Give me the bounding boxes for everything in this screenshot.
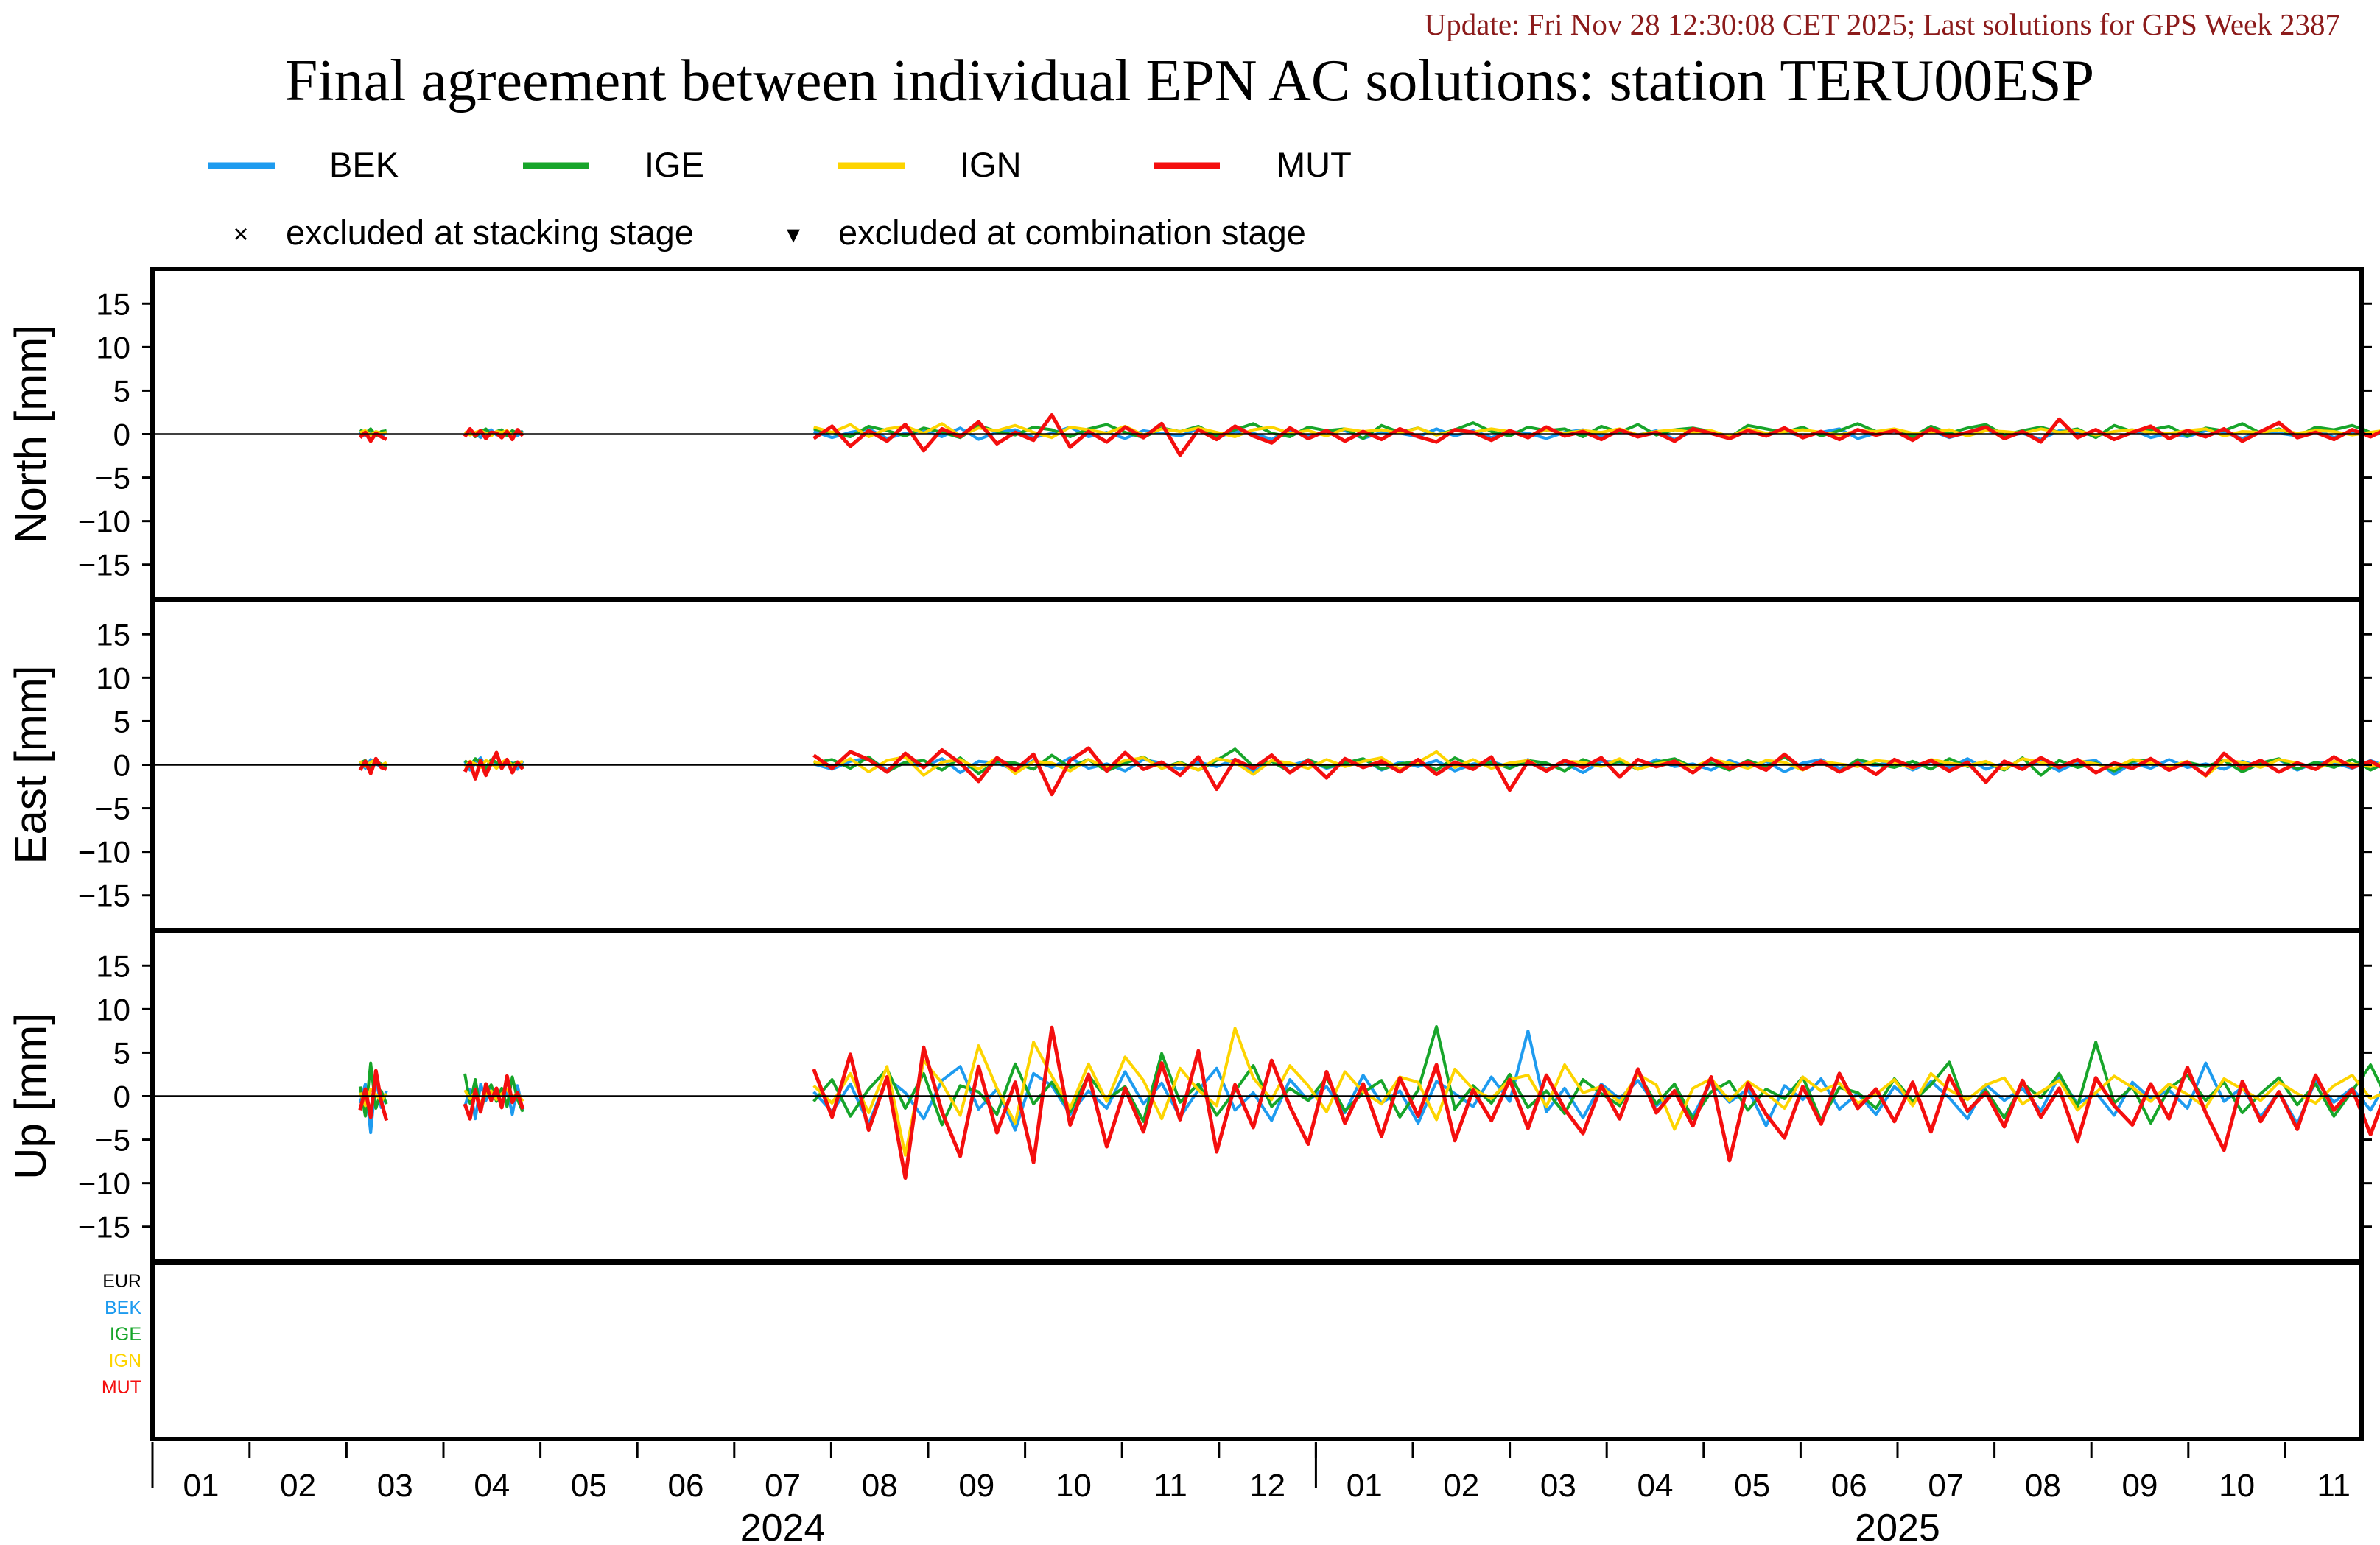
legend: BEK IGE IGN MUT × excluded at stacking s… [208, 145, 1352, 252]
y-axis-label-up: Up [mm] [6, 1013, 55, 1180]
bottom-label-eur: EUR [102, 1271, 141, 1292]
ytick-label-up: −15 [78, 1210, 130, 1245]
ytick-label-up: 0 [113, 1080, 130, 1114]
ytick-label-east: −5 [95, 792, 130, 826]
bottom-label-ige: IGE [110, 1324, 141, 1345]
ytick-label-north: −15 [78, 548, 130, 583]
ytick-label-up: −5 [95, 1123, 130, 1158]
month-tick-label: 03 [377, 1468, 413, 1504]
bottom-panel-frame [150, 1261, 2364, 1441]
panel-north: 15 10 5 0 −5 −10 −15 North [mm] [6, 267, 2380, 602]
month-tick-label: 07 [765, 1468, 801, 1504]
ytick-label-north: −10 [78, 504, 130, 539]
bottom-label-bek: BEK [105, 1298, 141, 1318]
legend-item-ign: IGN [838, 145, 1022, 184]
month-tick-label: 10 [2219, 1468, 2255, 1504]
month-tick-label: 05 [1734, 1468, 1770, 1504]
month-tick-label: 05 [571, 1468, 607, 1504]
chart-title: Final agreement between individual EPN A… [285, 49, 2094, 113]
ytick-label-east: 5 [113, 704, 130, 739]
ytick-label-east: 15 [96, 617, 130, 652]
plot-panels: 15 10 5 0 −5 −10 −15 North [mm] 15 10 5 0 −5 −10 −15 Ea… [6, 267, 2380, 1264]
cross-marker-icon: × [233, 219, 248, 249]
bottom-label-ign: IGN [109, 1351, 141, 1371]
series-line-ige-up [812, 1025, 2380, 1127]
triangle-down-marker-icon: ▾ [787, 219, 800, 249]
legend-item-mut: MUT [1154, 145, 1352, 184]
month-tick-label: 04 [474, 1468, 510, 1504]
year-label: 2025 [1855, 1507, 1940, 1545]
series-line-mut-east [812, 746, 2380, 797]
month-tick-label: 08 [2025, 1468, 2061, 1504]
month-tick-label: 01 [183, 1468, 220, 1504]
y-axis-label-north: North [mm] [6, 325, 55, 543]
ytick-label-north: 5 [113, 373, 130, 408]
month-tick-label: 03 [1540, 1468, 1576, 1504]
series-line-mut-up [358, 1069, 389, 1122]
ytick-label-up: 5 [113, 1035, 130, 1070]
legend-label-ign: IGN [960, 145, 1022, 184]
legend-label-bek: BEK [329, 145, 399, 184]
y-axis-label-east: East [mm] [6, 665, 55, 864]
month-tick-label: 10 [1056, 1468, 1092, 1504]
legend-marker-combination-label: excluded at combination stage [838, 213, 1306, 252]
month-tick-label: 06 [668, 1468, 704, 1504]
series-line-mut-east [358, 756, 387, 775]
panel-up: 15 10 5 0 −5 −10 −15 Up [mm] [6, 929, 2380, 1264]
series-line-mut-up [463, 1074, 525, 1121]
legend-marker-stacking: × excluded at stacking stage [233, 213, 693, 252]
month-tick-label: 09 [2122, 1468, 2158, 1504]
ytick-label-north: 10 [96, 330, 130, 365]
ytick-label-up: 10 [96, 992, 130, 1027]
ytick-label-north: 0 [113, 418, 130, 452]
legend-marker-stacking-label: excluded at stacking stage [286, 213, 694, 252]
month-tick-label: 02 [1443, 1468, 1479, 1504]
legend-item-ige: IGE [523, 145, 704, 184]
month-tick-label: 09 [958, 1468, 994, 1504]
ytick-label-up: −10 [78, 1166, 130, 1201]
month-tick-label: 04 [1637, 1468, 1674, 1504]
legend-marker-combination: ▾ excluded at combination stage [787, 213, 1306, 252]
ytick-label-east: −10 [78, 835, 130, 870]
ytick-label-east: 10 [96, 661, 130, 695]
series-line-mut-east [463, 750, 524, 781]
bottom-panel: EUR BEK IGE IGN MUT [102, 1261, 2364, 1441]
series-line-mut-up [812, 1025, 2380, 1180]
ytick-label-north: 15 [96, 286, 130, 321]
legend-item-bek: BEK [208, 145, 399, 184]
update-line: Update: Fri Nov 28 12:30:08 CET 2025; La… [1425, 7, 2340, 41]
month-tick-label: 08 [862, 1468, 898, 1504]
ytick-label-up: 15 [96, 949, 130, 983]
month-tick-label: 12 [1249, 1468, 1285, 1504]
month-tick-label: 07 [1928, 1468, 1964, 1504]
x-axis: 01 02 03 04 05 06 07 08 09 10 11 12 01 02 03 04 05 06 07 08… [151, 1442, 2351, 1545]
bottom-label-mut: MUT [102, 1377, 141, 1398]
ytick-label-east: 0 [113, 748, 130, 783]
legend-label-ige: IGE [645, 145, 704, 184]
month-tick-label: 01 [1347, 1468, 1383, 1504]
month-tick-label: 02 [280, 1468, 316, 1504]
legend-label-mut: MUT [1277, 145, 1352, 184]
panel-east: 15 10 5 0 −5 −10 −15 East [mm] [6, 597, 2380, 932]
ytick-label-east: −15 [78, 879, 130, 913]
month-tick-label: 11 [2317, 1468, 2351, 1504]
year-label: 2024 [740, 1507, 826, 1545]
ytick-label-north: −5 [95, 461, 130, 496]
month-tick-label: 11 [1154, 1468, 1187, 1504]
month-tick-label: 06 [1831, 1468, 1867, 1504]
